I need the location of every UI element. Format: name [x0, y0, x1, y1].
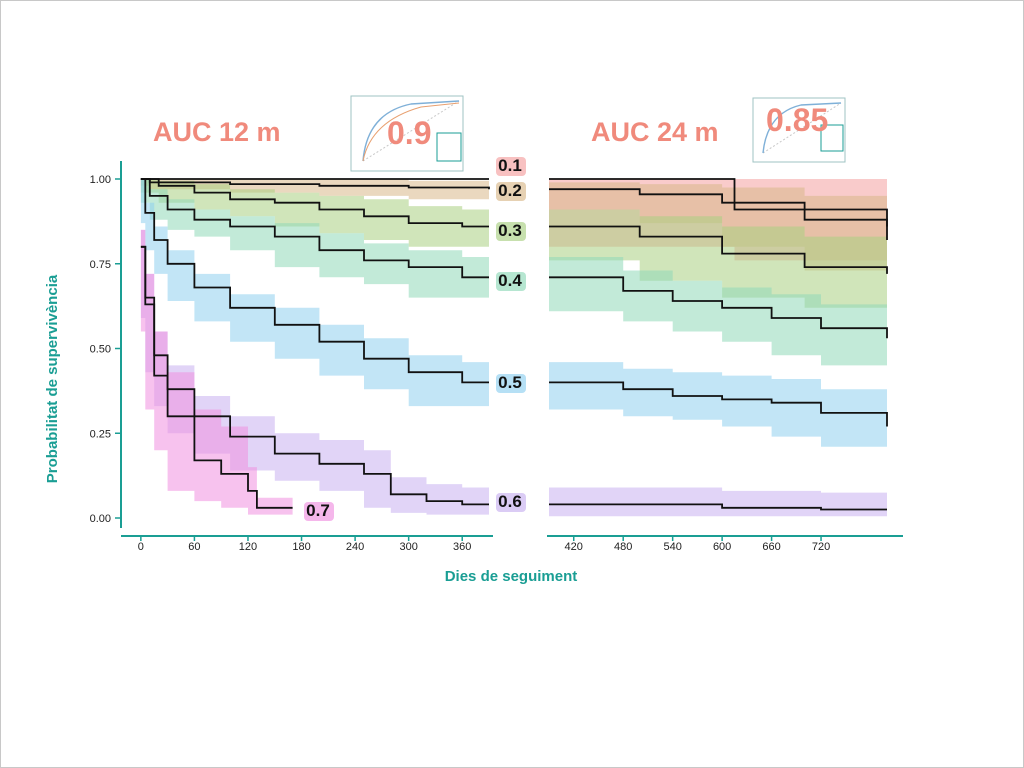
series-label-0-4: 0.4	[498, 271, 522, 290]
band-0-5-panel2	[549, 362, 887, 447]
series-label-0-1: 0.1	[498, 156, 522, 175]
axes: 0.00 0.25 0.50 0.75 1.00 0 60 120 180 240 300 360 42…	[90, 161, 903, 553]
x-tick-label: 180	[292, 541, 310, 553]
y-tick-label: 0.00	[90, 513, 111, 525]
y-axis-title: Probabilitat de supervivència	[44, 274, 61, 483]
series-label-0-6: 0.6	[498, 492, 522, 511]
curve-0-3-panel1	[140, 178, 489, 228]
series-label-bg-0-1	[496, 157, 526, 176]
x-tick-label: 360	[453, 541, 471, 553]
y-tick-label: 1.00	[90, 174, 111, 186]
series-label-bg-0-3	[496, 222, 526, 241]
y-tick-label: 0.25	[90, 428, 111, 440]
x-tick-label: 420	[565, 541, 583, 553]
x-tick-label: 540	[663, 541, 681, 553]
band-0-2-panel1	[140, 179, 489, 200]
y-tick-label: 0.75	[90, 259, 111, 271]
band-0-6-panel2	[549, 487, 887, 517]
series-label-bg-0-7	[304, 502, 334, 521]
band-0-5-panel1	[140, 179, 489, 407]
y-tick-label: 0.50	[90, 344, 111, 356]
auc24-value: 0.85	[766, 102, 828, 138]
band-0-3-panel1	[140, 179, 489, 247]
x-tick-label: 600	[713, 541, 731, 553]
survival-curves	[140, 178, 888, 511]
curve-0-4-panel2	[549, 276, 888, 339]
series-label-bg-0-6	[496, 493, 526, 512]
x-tick-label: 480	[614, 541, 632, 553]
series-label-0-2: 0.2	[498, 181, 522, 200]
series-labels: 0.1 0.2 0.3 0.4 0.5 0.6 0.7	[304, 156, 526, 521]
roc-thumbnail-24m	[752, 97, 846, 163]
curve-0-3-panel2	[549, 225, 888, 274]
x-tick-label: 660	[762, 541, 780, 553]
roc-thumbnail-12m	[350, 95, 464, 172]
band-0-3-panel2	[549, 209, 887, 308]
curve-0-6-panel2	[549, 503, 887, 511]
x-tick-label: 240	[346, 541, 364, 553]
band-0-4-panel2	[549, 257, 887, 366]
curve-0-1-panel2	[549, 178, 888, 227]
auc24-title: AUC 24 m	[591, 117, 719, 147]
curve-0-5-panel1	[140, 178, 489, 384]
x-tick-label: 720	[812, 541, 830, 553]
auc12-title: AUC 12 m	[153, 117, 281, 147]
series-label-bg-0-5	[496, 374, 526, 393]
x-axis-title: Dies de seguiment	[445, 568, 578, 585]
band-0-7-panel1	[140, 229, 293, 515]
x-tick-label: 0	[138, 541, 144, 553]
x-tick-label: 60	[188, 541, 200, 553]
series-label-0-5: 0.5	[498, 373, 522, 392]
series-label-0-3: 0.3	[498, 221, 522, 240]
series-label-bg-0-4	[496, 272, 526, 291]
auc12-value: 0.9	[387, 115, 431, 151]
band-0-4-panel1	[140, 179, 489, 298]
confidence-bands	[140, 179, 887, 517]
series-label-0-7: 0.7	[306, 501, 330, 520]
curve-0-2-panel2	[549, 188, 888, 240]
band-0-2-panel2	[549, 182, 887, 271]
curve-0-7-panel1	[140, 245, 293, 509]
curve-0-5-panel2	[549, 381, 888, 427]
curve-0-4-panel1	[140, 178, 489, 279]
x-tick-label: 120	[239, 541, 257, 553]
series-label-bg-0-2	[496, 182, 526, 201]
x-tick-label: 300	[399, 541, 417, 553]
